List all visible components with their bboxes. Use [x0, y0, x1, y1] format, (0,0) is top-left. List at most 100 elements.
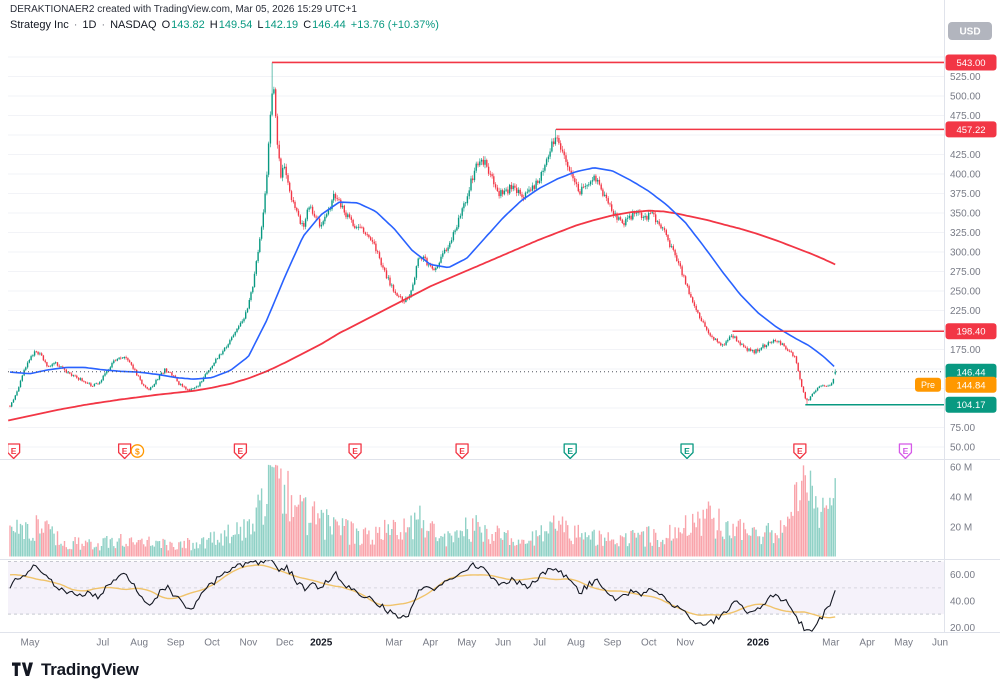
price-tick-label: 50.00 [950, 443, 975, 454]
time-tick-label: Nov [676, 638, 694, 649]
time-tick-label: Jul [96, 638, 109, 649]
time-axis[interactable]: May Jul Aug Sep Oct Nov Dec 2025 Mar Apr May Jun Jul… [21, 638, 949, 649]
symbol-legend: Strategy Inc · 1D · NASDAQ O143.82 H149.… [10, 19, 439, 31]
currency-toggle[interactable] [948, 22, 992, 40]
price-tick-label: 250.00 [950, 287, 981, 298]
tradingview-logo-icon[interactable] [12, 660, 33, 679]
time-tick-label: Dec [276, 638, 294, 649]
time-tick-label: 2026 [747, 638, 770, 649]
time-tick-label: May [457, 638, 476, 649]
price-axis-badge-label: 543.00 [956, 58, 985, 69]
svg-text:E: E [903, 446, 909, 456]
legend-separator: · [101, 19, 106, 31]
time-tick-label: 2025 [310, 638, 333, 649]
price-tick-label: 475.00 [950, 111, 981, 122]
svg-text:E: E [567, 446, 573, 456]
svg-text:E: E [684, 446, 690, 456]
time-tick-label: Sep [167, 638, 185, 649]
price-axis-badge [945, 376, 997, 393]
interval-label[interactable]: 1D [82, 19, 97, 31]
footer: TradingView [0, 650, 1000, 689]
currency-label: USD [959, 27, 980, 38]
earnings-markers[interactable]: E E E E E E E E E $ [8, 443, 913, 460]
high-value: H149.54 [209, 19, 253, 31]
earnings-marker-icon [348, 443, 362, 460]
plot-area[interactable]: E E E E E E E E E $ [8, 61, 944, 632]
ma-200-line [8, 209, 836, 422]
rsi-tick-label: 40.00 [950, 597, 975, 608]
tradingview-brand[interactable]: TradingView [41, 659, 139, 679]
change-value: +13.76 (+10.37%) [350, 19, 439, 31]
rsi-signal-line [9, 564, 836, 619]
close-value: C146.44 [303, 19, 346, 31]
earnings-marker-icon [455, 443, 469, 460]
time-tick-label: Mar [822, 638, 840, 649]
price-axis-badge [945, 323, 997, 340]
price-tick-label: 175.00 [950, 345, 981, 356]
price-tick-label: 350.00 [950, 209, 981, 220]
time-tick-label: Jun [932, 638, 948, 649]
volume-bars-up [11, 464, 836, 557]
svg-text:E: E [122, 446, 128, 456]
price-axis[interactable]: 525.00 500.00 475.00 425.00 400.00 375.00 350.… [915, 22, 997, 634]
price-axis-badge [945, 363, 997, 380]
rsi-band [8, 561, 944, 615]
earnings-marker-icon [117, 443, 132, 460]
time-tick-label: Jul [533, 638, 546, 649]
candle-bodies-down [9, 89, 828, 407]
svg-text:E: E [459, 446, 465, 456]
rsi-line [9, 558, 836, 632]
earnings-marker-icon [233, 443, 248, 460]
price-axis-badge [945, 396, 997, 413]
rsi-tick-label: 60.00 [950, 570, 975, 581]
volume-tick-label: 40 M [950, 493, 972, 504]
price-tick-label: 400.00 [950, 170, 981, 181]
volume-tick-label: 60 M [950, 463, 972, 474]
time-tick-label: Oct [641, 638, 657, 649]
earnings-marker-icon [563, 443, 577, 460]
svg-text:E: E [352, 446, 358, 456]
attribution-text: DERAKTIONAER2 created with TradingView.c… [10, 4, 357, 15]
price-axis-badge [945, 54, 997, 71]
earnings-marker-icon [8, 443, 21, 460]
earnings-marker-icon [680, 443, 694, 460]
price-tick-label: 225.00 [950, 306, 981, 317]
time-tick-label: Aug [567, 638, 585, 649]
svg-text:$: $ [135, 447, 140, 457]
symbol-title[interactable]: Strategy Inc [10, 19, 69, 31]
exchange-label: NASDAQ [110, 19, 157, 31]
time-tick-label: Mar [385, 638, 403, 649]
price-tick-label: 525.00 [950, 72, 981, 83]
svg-text:E: E [238, 446, 244, 456]
time-tick-label: May [894, 638, 913, 649]
time-tick-label: May [21, 638, 40, 649]
premarket-tag [915, 377, 941, 392]
time-tick-label: Apr [423, 638, 439, 649]
price-axis-badge-label: 144.84 [956, 380, 985, 391]
price-tick-label: 500.00 [950, 92, 981, 103]
time-tick-label: Apr [859, 638, 875, 649]
candle-wicks-up [11, 62, 836, 408]
rsi-tick-label: 20.00 [950, 623, 975, 634]
price-axis-badge [945, 121, 997, 138]
legend-separator: · [73, 19, 78, 31]
price-tick-label: 375.00 [950, 189, 981, 200]
price-tick-label: 300.00 [950, 248, 981, 259]
volume-bars-down [9, 464, 828, 557]
price-tick-label: 75.00 [950, 423, 975, 434]
price-tick-label: 325.00 [950, 228, 981, 239]
grid-lines [8, 56, 944, 448]
svg-text:E: E [11, 446, 17, 456]
open-value: O143.82 [161, 19, 205, 31]
price-axis-badge-label: 104.17 [956, 400, 985, 411]
price-tick-label: 425.00 [950, 150, 981, 161]
earnings-marker-icon [898, 443, 913, 460]
low-value: L142.19 [257, 19, 299, 31]
candle-bodies-up [11, 89, 836, 407]
time-tick-label: Oct [204, 638, 220, 649]
time-tick-label: Nov [240, 638, 258, 649]
earnings-marker-icon [793, 443, 807, 460]
price-chart[interactable]: E E E E E E E E E $525.00 500.00 475.00 425.00 400.00… [0, 0, 1000, 650]
dividend-marker-icon [130, 444, 145, 458]
